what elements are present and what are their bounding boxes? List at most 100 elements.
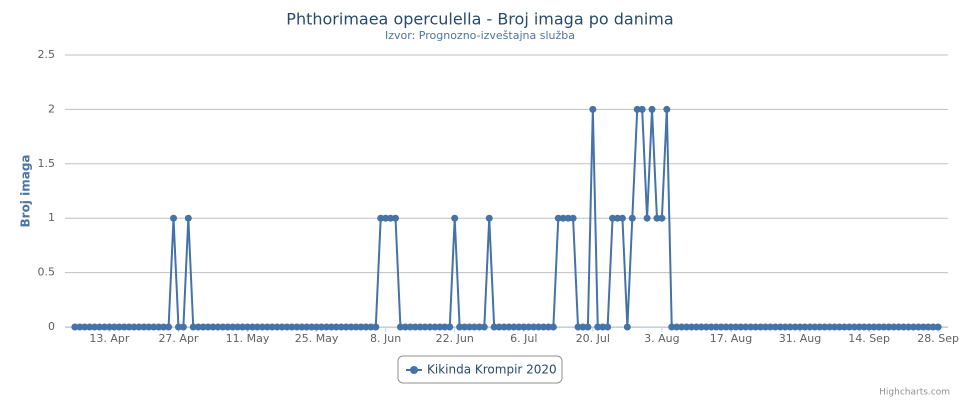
- point-marker: [771, 323, 779, 331]
- x-tick-label: 22. Jun: [436, 332, 474, 345]
- point-marker: [895, 323, 903, 331]
- point-marker: [594, 323, 602, 331]
- point-marker: [244, 323, 252, 331]
- point-marker: [456, 323, 464, 331]
- point-marker: [766, 323, 774, 331]
- point-marker: [426, 323, 434, 331]
- x-tick-label: 14. Sep: [848, 332, 890, 345]
- point-marker: [752, 323, 760, 331]
- point-marker: [155, 323, 163, 331]
- y-tick-label: 0.5: [38, 266, 56, 279]
- point-marker: [885, 323, 893, 331]
- point-marker: [189, 323, 197, 331]
- point-marker: [461, 323, 469, 331]
- point-marker: [609, 214, 617, 222]
- point-marker: [421, 323, 429, 331]
- point-marker: [653, 214, 661, 222]
- point-marker: [559, 214, 567, 222]
- point-marker: [732, 323, 740, 331]
- point-marker: [352, 323, 360, 331]
- point-marker: [569, 214, 577, 222]
- point-marker: [687, 323, 695, 331]
- point-marker: [81, 323, 89, 331]
- point-marker: [816, 323, 824, 331]
- point-marker: [747, 323, 755, 331]
- point-marker: [451, 214, 459, 222]
- point-marker: [539, 323, 547, 331]
- point-marker: [298, 323, 306, 331]
- point-marker: [184, 214, 192, 222]
- point-marker: [392, 214, 400, 222]
- point-marker: [564, 214, 572, 222]
- point-marker: [880, 323, 888, 331]
- point-marker: [692, 323, 700, 331]
- point-marker: [505, 323, 513, 331]
- point-marker: [643, 214, 651, 222]
- point-marker: [579, 323, 587, 331]
- point-marker: [318, 323, 326, 331]
- point-marker: [367, 323, 375, 331]
- point-marker: [100, 323, 108, 331]
- x-tick-label: 8. Jun: [370, 332, 401, 345]
- point-marker: [909, 323, 917, 331]
- point-marker: [234, 323, 242, 331]
- point-marker: [411, 323, 419, 331]
- point-marker: [357, 323, 365, 331]
- point-marker: [914, 323, 922, 331]
- x-tick-label: 13. Apr: [89, 332, 129, 345]
- point-marker: [466, 323, 474, 331]
- point-marker: [308, 323, 316, 331]
- point-marker: [835, 323, 843, 331]
- point-marker: [268, 323, 276, 331]
- chart-subtitle: Izvor: Prognozno-izveštajna služba: [385, 29, 575, 42]
- point-marker: [599, 323, 607, 331]
- point-marker: [446, 323, 454, 331]
- point-marker: [362, 323, 370, 331]
- point-marker: [618, 214, 626, 222]
- point-marker: [628, 214, 636, 222]
- point-marker: [150, 323, 158, 331]
- point-marker: [796, 323, 804, 331]
- point-marker: [115, 323, 123, 331]
- point-marker: [179, 323, 187, 331]
- x-tick-label: 3. Aug: [644, 332, 679, 345]
- point-marker: [441, 323, 449, 331]
- legend-symbol-marker: [410, 366, 418, 374]
- point-marker: [174, 323, 182, 331]
- legend-label: Kikinda Krompir 2020: [427, 363, 557, 377]
- point-marker: [850, 323, 858, 331]
- point-marker: [544, 323, 552, 331]
- credits[interactable]: Highcharts.com: [879, 388, 950, 398]
- point-marker: [934, 323, 942, 331]
- point-marker: [678, 323, 686, 331]
- point-marker: [239, 323, 247, 331]
- point-marker: [929, 323, 937, 331]
- point-marker: [860, 323, 868, 331]
- point-marker: [717, 323, 725, 331]
- point-marker: [71, 323, 79, 331]
- point-marker: [919, 323, 927, 331]
- point-marker: [258, 323, 266, 331]
- point-marker: [495, 323, 503, 331]
- point-marker: [224, 323, 232, 331]
- point-marker: [382, 214, 390, 222]
- point-marker: [613, 214, 621, 222]
- point-marker: [105, 323, 113, 331]
- point-marker: [396, 323, 404, 331]
- point-marker: [520, 323, 528, 331]
- point-marker: [322, 323, 330, 331]
- point-marker: [431, 323, 439, 331]
- x-tick-label: 27. Apr: [158, 332, 198, 345]
- point-marker: [229, 323, 237, 331]
- point-marker: [648, 105, 656, 113]
- point-marker: [199, 323, 207, 331]
- point-marker: [855, 323, 863, 331]
- point-marker: [525, 323, 533, 331]
- chart-title: Phthorimaea operculella - Broj imaga po …: [286, 10, 673, 29]
- point-marker: [663, 105, 671, 113]
- point-marker: [406, 323, 414, 331]
- point-marker: [727, 323, 735, 331]
- point-marker: [490, 323, 498, 331]
- point-marker: [668, 323, 676, 331]
